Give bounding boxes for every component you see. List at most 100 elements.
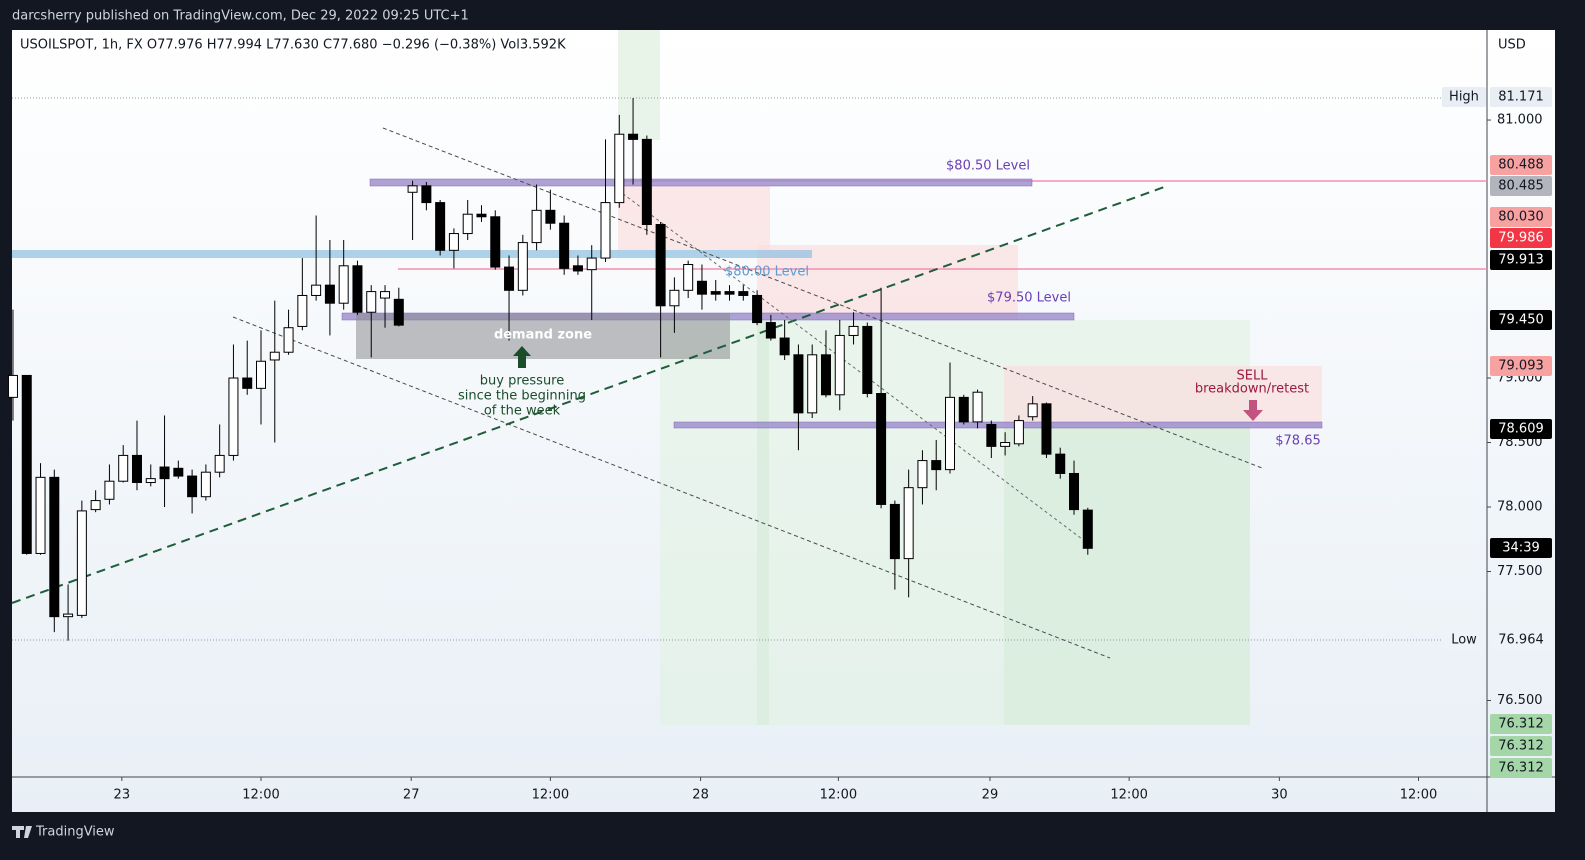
y-tick-label: 77.500 <box>1497 564 1543 579</box>
candle-body <box>614 133 625 204</box>
zone <box>1004 366 1322 428</box>
candle-body <box>76 510 87 616</box>
candle-body <box>1041 403 1052 455</box>
candle-body <box>1000 442 1011 447</box>
trendline <box>382 127 1263 469</box>
annotation: SELL <box>1237 369 1269 384</box>
candle-body <box>834 334 845 396</box>
currency: USD <box>1498 38 1526 53</box>
price-badge-label: 79.986 <box>1498 231 1544 246</box>
candle-body <box>586 257 597 271</box>
candle-body <box>944 396 955 471</box>
annotation: $78.65 <box>1275 434 1321 449</box>
candle-body <box>118 454 129 482</box>
candle-body <box>187 475 198 498</box>
candle-body <box>228 377 239 456</box>
candle-body <box>1027 403 1038 418</box>
candle-body <box>848 325 859 336</box>
candle-body <box>641 138 652 226</box>
candle-body <box>131 454 142 484</box>
candle-body <box>972 391 983 423</box>
candle-body <box>324 284 335 304</box>
candle-body <box>476 213 487 218</box>
candle-body <box>380 291 391 299</box>
annotation: since the beginning <box>458 389 586 404</box>
price-badge <box>1442 630 1486 650</box>
x-tick-label: 29 <box>982 788 999 803</box>
candle-body <box>655 224 666 307</box>
candle-body <box>338 265 349 304</box>
x-tick-label: 12:00 <box>1400 788 1437 803</box>
price-badge <box>1490 419 1552 439</box>
candle-body <box>696 280 707 295</box>
price-badge-label: 78.609 <box>1498 422 1544 437</box>
candle-body <box>297 294 308 327</box>
candle-body <box>421 185 432 204</box>
x-tick-label: 12:00 <box>532 788 569 803</box>
price-badge-label: 76.964 <box>1498 633 1544 648</box>
zone <box>618 30 660 140</box>
demand-zone <box>356 313 730 359</box>
annotation: demand zone <box>494 328 592 343</box>
level-band <box>369 178 1033 187</box>
y-tick-label: 76.500 <box>1497 693 1543 708</box>
candle-body <box>49 476 60 618</box>
candle-body <box>242 377 253 389</box>
candle-body <box>35 476 46 554</box>
candle-body <box>1069 472 1080 511</box>
price-badge-label: 80.485 <box>1498 179 1544 194</box>
candle-body <box>724 291 735 295</box>
price-badge <box>1490 356 1552 376</box>
price-badge <box>1490 228 1552 248</box>
candle-body <box>820 354 831 396</box>
candle-body <box>545 209 556 224</box>
candle-body <box>1082 509 1093 549</box>
price-badge <box>1490 155 1552 175</box>
candle-body <box>90 500 101 511</box>
price-badge-label: Low <box>1451 633 1477 648</box>
candle-body <box>256 360 267 389</box>
logo <box>12 826 32 838</box>
candle-body <box>269 351 280 361</box>
price-badge-label: 76.312 <box>1498 739 1544 754</box>
candle-body <box>159 466 170 480</box>
x-tick-label: 23 <box>114 788 131 803</box>
trendline <box>232 316 1111 659</box>
price-badge <box>1490 758 1552 778</box>
candle-body <box>63 613 74 618</box>
candle-body <box>986 423 997 447</box>
y-tick-label: 78.000 <box>1497 500 1543 515</box>
candle-body <box>504 266 515 291</box>
price-badge <box>1490 207 1552 227</box>
zone <box>757 320 769 725</box>
candle-body <box>393 298 404 326</box>
trendline <box>11 185 1168 604</box>
price-badge <box>1490 250 1552 270</box>
legend-text: USOILSPOT, 1h, FX O77.976 H77.994 L77.63… <box>20 38 566 53</box>
candle-body <box>876 393 887 505</box>
candle-body <box>173 467 184 477</box>
candle-body <box>889 503 900 560</box>
candle-body <box>366 291 377 313</box>
annotation: $80.50 Level <box>946 159 1030 174</box>
price-badge <box>1490 714 1552 734</box>
price-badge-label: 79.450 <box>1498 313 1544 328</box>
price-badge-label: 79.913 <box>1498 253 1544 268</box>
candle-body <box>779 337 790 356</box>
price-badge-label: 76.312 <box>1498 761 1544 776</box>
candle-body <box>145 478 156 484</box>
price-badge <box>1490 87 1552 107</box>
price-badges: 81.00079.00078.50078.00077.50076.500High… <box>1442 87 1552 778</box>
candle-body <box>600 202 611 259</box>
candle-body <box>903 487 914 560</box>
price-badge <box>1490 630 1552 650</box>
candle-body <box>1055 453 1066 474</box>
y-tick-label: 81.000 <box>1497 113 1543 128</box>
footer: TradingView <box>35 825 115 840</box>
candle-body <box>807 354 818 414</box>
candle-body <box>214 454 225 473</box>
x-tick-label: 12:00 <box>820 788 857 803</box>
zone <box>618 186 770 250</box>
